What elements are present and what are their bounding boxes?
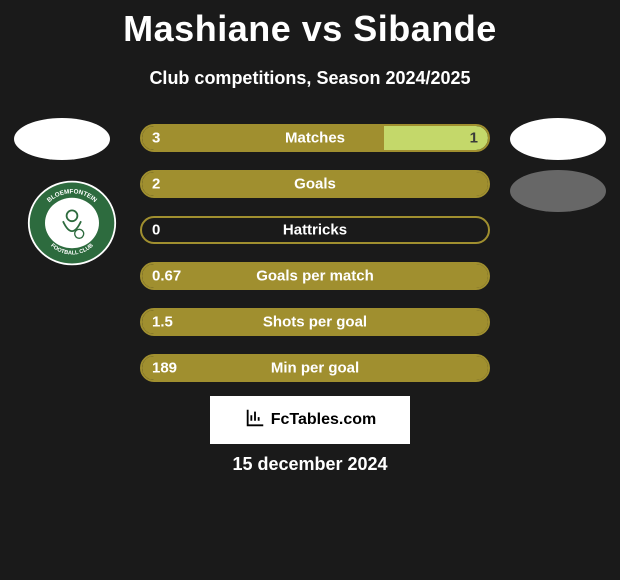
stat-bar: 0Hattricks — [140, 216, 490, 244]
brand-text: FcTables.com — [271, 411, 377, 429]
stat-bar: 0.67Goals per match — [140, 262, 490, 290]
chart-icon — [244, 407, 266, 434]
comparison-bars: 31Matches 2Goals 0Hattricks 0.67Goals per m… — [140, 124, 490, 400]
stat-bar: 1.5Shots per goal — [140, 308, 490, 336]
stat-bar: 189Min per goal — [140, 354, 490, 382]
brand-badge: FcTables.com — [210, 396, 410, 444]
stat-label: Goals per match — [142, 268, 488, 285]
stat-bar: 31Matches — [140, 124, 490, 152]
player-right-badge — [510, 118, 606, 160]
stat-label: Hattricks — [142, 222, 488, 239]
player-right-badge-2 — [510, 170, 606, 212]
page-subtitle: Club competitions, Season 2024/2025 — [0, 68, 620, 89]
stat-bar: 2Goals — [140, 170, 490, 198]
club-crest: BLOEMFONTEIN FOOTBALL CLUB — [24, 178, 120, 268]
player-left-badge — [14, 118, 110, 160]
date-text: 15 december 2024 — [0, 454, 620, 475]
page-title: Mashiane vs Sibande — [0, 0, 620, 50]
stat-label: Matches — [142, 130, 488, 147]
stat-label: Shots per goal — [142, 314, 488, 331]
stat-label: Min per goal — [142, 360, 488, 377]
stat-label: Goals — [142, 176, 488, 193]
